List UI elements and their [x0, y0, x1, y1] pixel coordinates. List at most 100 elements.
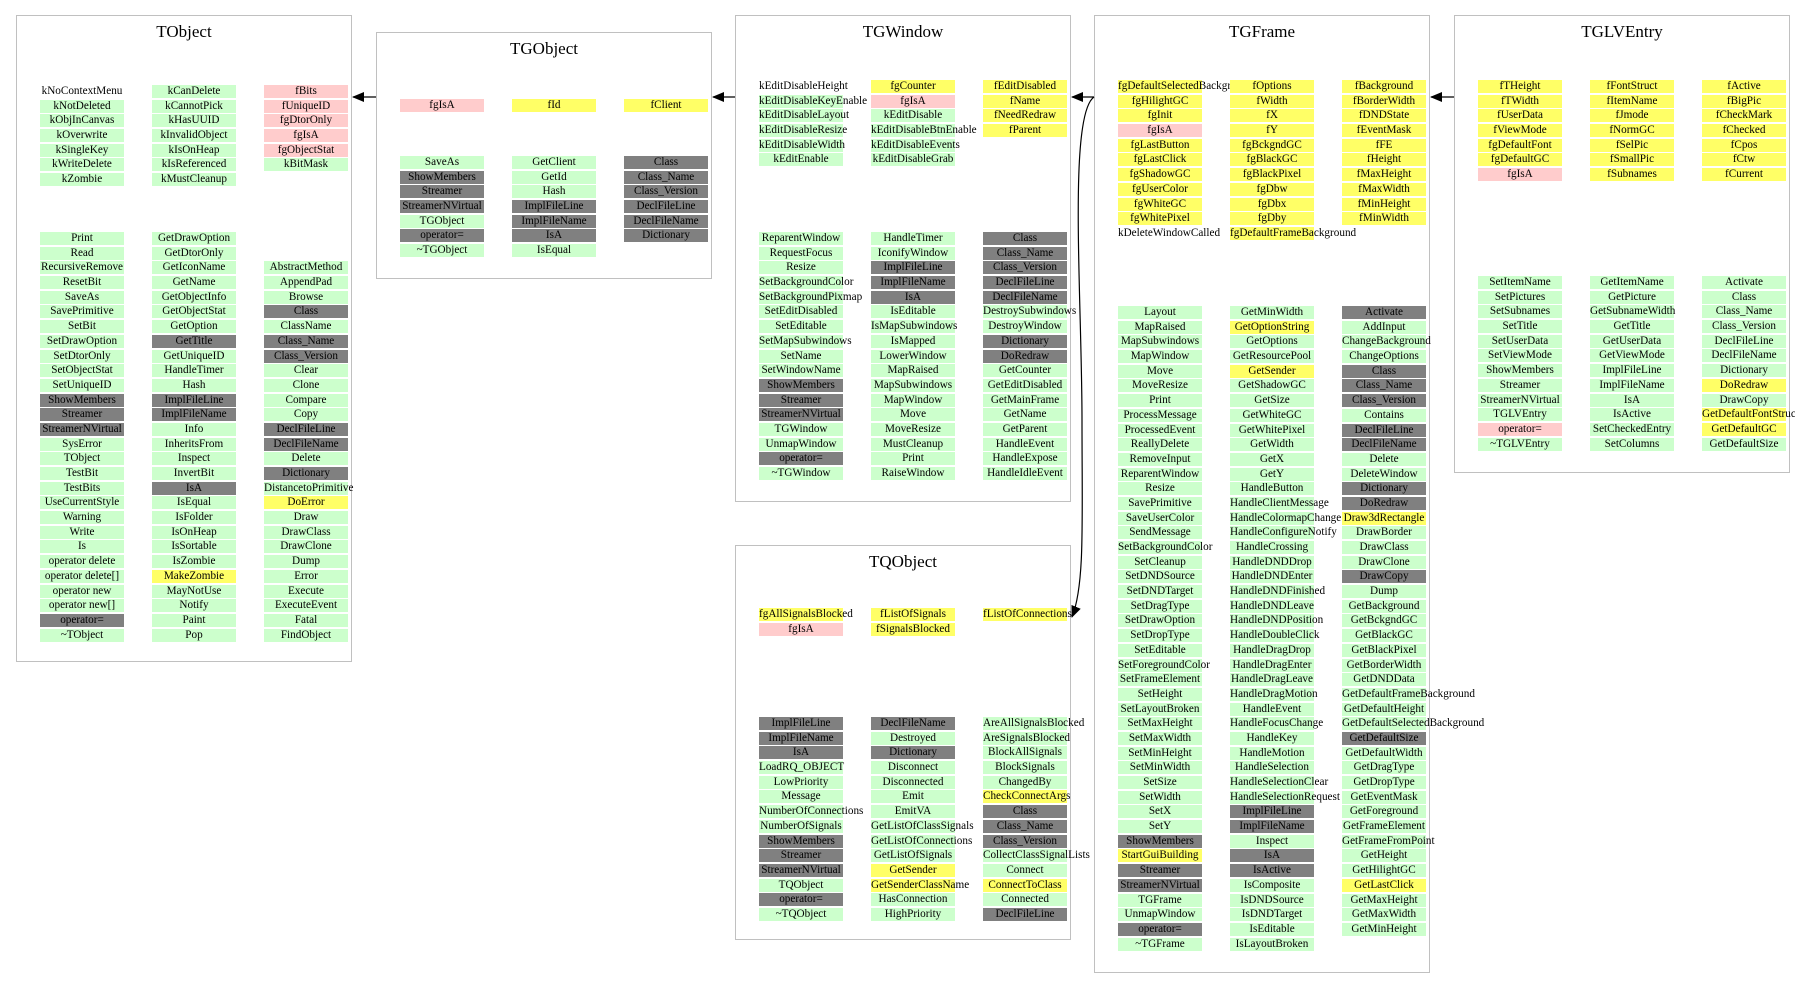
class-member: ShowMembers: [759, 378, 843, 392]
member-column: fId: [506, 99, 602, 114]
class-member: Move: [1118, 364, 1202, 378]
member-column: kCanDelete kCannotPick kHasUUID kInvalidObj…: [146, 85, 242, 188]
class-member: ImplFileName: [152, 408, 236, 422]
class-member: GetDefaultSelectedBackground: [1342, 717, 1485, 731]
class-member: GetFrameElement: [1342, 820, 1426, 834]
class-member: SetBackgroundPixmap: [759, 290, 863, 304]
class-member: ProcessMessage: [1118, 408, 1202, 422]
class-member: fMaxWidth: [1342, 182, 1426, 196]
class-member: HandleButton: [1230, 482, 1314, 496]
class-member: GetMinHeight: [1342, 922, 1426, 936]
class-member: ResetBit: [40, 276, 124, 290]
class-member: fSubnames: [1590, 168, 1674, 182]
class-member: IsMapSubwindows: [871, 320, 958, 334]
member-column: fgDefaultSelectedBackground fgHilightGC fg…: [1112, 80, 1253, 242]
member-column: DeclFileName Destroyed Dictionary Disconnec…: [865, 717, 974, 923]
class-member: GetMinWidth: [1230, 306, 1314, 319]
class-member: fgHilightGC: [1118, 94, 1202, 108]
class-member: kDeleteWindowCalled: [1118, 226, 1221, 239]
class-member: ReparentWindow: [1118, 467, 1202, 481]
class-member: fgDbx: [1230, 197, 1314, 211]
class-member: fgObjectStat: [264, 143, 348, 157]
class-member: Dictionary: [264, 467, 348, 480]
class-member: GetShadowGC: [1230, 379, 1314, 393]
class-member: GetX: [1230, 452, 1314, 466]
class-member: fClient: [624, 99, 708, 112]
class-member: ConnectToClass: [983, 878, 1067, 892]
class-member: kSingleKey: [40, 143, 124, 157]
member-column: GetClient GetId Hash ImplFileLine ImplFileNa…: [506, 156, 602, 259]
class-member: fBorderWidth: [1342, 94, 1426, 108]
class-member: operator delete: [40, 555, 124, 569]
member-column: AreAllSignalsBlocked AreSignalsBlocked Blo…: [977, 717, 1090, 923]
class-member: fgBlackGC: [1230, 153, 1314, 167]
class-member: IsA: [759, 746, 843, 760]
class-member: ClassName: [264, 320, 348, 334]
class-member: HandleClientMessage: [1230, 496, 1329, 510]
class-member: GetListOfConnections: [871, 834, 973, 848]
class-member: GetSender: [871, 863, 955, 877]
class-member: SetBackgroundColor: [1118, 541, 1213, 554]
class-member: IsA: [512, 229, 596, 243]
class-member: operator=: [759, 452, 843, 466]
member-column: ImplFileLine ImplFileName IsA LoadRQ_OBJECT…: [753, 717, 864, 923]
class-member: fgDbw: [1230, 182, 1314, 196]
class-member: HandleDragDrop: [1230, 643, 1314, 657]
class-member: IsEqual: [152, 496, 236, 510]
class-member: Dictionary: [871, 746, 955, 760]
class-member: fBits: [264, 85, 348, 98]
class-member: GetWhitePixel: [1230, 423, 1314, 437]
class-member: GetIconName: [152, 261, 236, 275]
class-member: Delete: [264, 452, 348, 466]
class-member: IsActive: [1230, 864, 1314, 878]
class-member: GetUniqueID: [152, 349, 236, 363]
class-title: TGObject: [510, 39, 578, 58]
class-member: NumberOfConnections: [759, 805, 864, 819]
class-member: MayNotUse: [152, 584, 236, 598]
class-member: DoError: [264, 496, 348, 510]
class-member: ImplFileLine: [512, 200, 596, 214]
class-member: SaveUserColor: [1118, 511, 1202, 525]
class-member: DrawClass: [1342, 541, 1426, 554]
class-member: kEditDisableKeyEnable: [759, 94, 868, 108]
class-member: Class_Name: [264, 334, 348, 348]
class-member: kIsReferenced: [152, 158, 236, 172]
class-member: Warning: [40, 511, 124, 525]
class-member: ImplFileName: [759, 731, 843, 745]
class-member: fgDefaultGC: [1478, 153, 1562, 167]
class-member: TQObject: [759, 878, 843, 892]
class-member: SendMessage: [1118, 526, 1202, 540]
class-member: ShowMembers: [40, 393, 124, 407]
class-member: Layout: [1118, 306, 1202, 319]
class-member: SetMaxWidth: [1118, 731, 1202, 745]
class-member: GetDragType: [1342, 761, 1426, 775]
class-member: StreamerNVirtual: [40, 422, 124, 436]
class-member: SetName: [759, 349, 843, 363]
class-member: Copy: [264, 408, 348, 422]
class-member: StreamerNVirtual: [1478, 393, 1562, 407]
class-member: fNormGC: [1590, 124, 1674, 138]
class-member: DrawClass: [264, 525, 348, 539]
class-member: GetFrameFromPoint: [1342, 834, 1435, 848]
class-member: HandleDoubleClick: [1230, 629, 1320, 643]
class-member: SetX: [1118, 805, 1202, 819]
class-member: BlockAllSignals: [983, 746, 1067, 760]
class-member: AreAllSignalsBlocked: [983, 717, 1085, 730]
class-member: Execute: [264, 584, 348, 598]
class-member: fSmallPic: [1590, 153, 1674, 167]
class-member: MapRaised: [1118, 320, 1202, 334]
class-member: SetDtorOnly: [40, 349, 124, 363]
class-member: kZombie: [40, 173, 124, 187]
class-member: Info: [152, 422, 236, 436]
class-member: Resize: [1118, 482, 1202, 496]
class-member: GetSize: [1230, 394, 1314, 408]
class-member: DeclFileName: [624, 214, 708, 228]
class-member: fBackground: [1342, 80, 1426, 93]
class-member: HandleConfigureNotify: [1230, 526, 1337, 540]
class-member: Hash: [512, 185, 596, 199]
member-column: Class Class_Name Class_Version DeclFileLine…: [977, 232, 1076, 482]
class-member: Connect: [983, 863, 1067, 877]
class-member: GetDefaultHeight: [1342, 702, 1426, 716]
class-title: TGLVEntry: [1581, 22, 1663, 41]
class-member: IsEqual: [512, 244, 596, 258]
